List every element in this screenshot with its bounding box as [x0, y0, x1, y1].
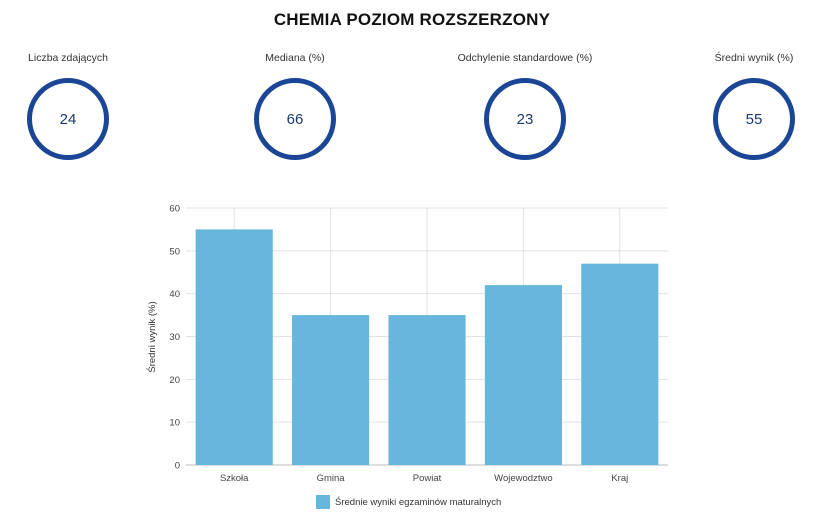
x-tick-label: Szkoła — [220, 473, 249, 484]
legend-swatch — [316, 495, 330, 509]
bar-powiat — [388, 315, 466, 465]
y-tick-label: 10 — [169, 418, 180, 429]
bar-kraj — [581, 263, 659, 465]
y-tick-label: 30 — [169, 332, 180, 343]
y-tick-label: 50 — [169, 246, 180, 257]
stat-median: Mediana (%) 66 — [215, 51, 375, 160]
stat-label: Mediana (%) — [265, 52, 325, 64]
x-tick-label: Wojewodztwo — [494, 473, 552, 484]
stat-value-ring: 24 — [27, 78, 109, 160]
chart-axes: 0 10 20 30 40 50 60 Szkoła Gmina Powiat Wojewodztw… — [169, 204, 628, 485]
stat-value-ring: 55 — [713, 78, 795, 160]
bar-gmina — [292, 315, 370, 465]
page-title: CHEMIA POZIOM ROZSZERZONY — [273, 10, 551, 29]
stat-value-ring: 66 — [254, 78, 336, 160]
stat-value-ring: 23 — [484, 78, 566, 160]
bar-wojewodztwo — [484, 285, 562, 465]
stat-std-deviation: Odchylenie standardowe (%) 23 — [445, 51, 605, 160]
y-axis-title: Średni wynik (%) — [146, 301, 158, 372]
x-tick-label: Kraj — [611, 473, 628, 484]
stat-student-count: Liczba zdających 24 — [0, 51, 148, 160]
chart-legend[interactable]: Średnie wyniki egzaminów maturalnych — [316, 495, 501, 509]
stat-label: Średni wynik (%) — [714, 52, 794, 64]
y-tick-label: 0 — [175, 461, 180, 472]
stat-label: Liczba zdających — [28, 52, 108, 64]
y-tick-label: 60 — [169, 204, 180, 215]
x-tick-label: Powiat — [413, 473, 442, 484]
legend-label: Średnie wyniki egzaminów maturalnych — [335, 496, 502, 508]
bar-szkoła — [195, 229, 273, 465]
y-tick-label: 40 — [169, 289, 180, 300]
chart-bars — [195, 229, 659, 465]
stat-label: Odchylenie standardowe (%) — [457, 52, 593, 64]
y-tick-label: 20 — [169, 375, 180, 386]
stat-average: Średni wynik (%) 55 — [674, 51, 824, 160]
x-tick-label: Gmina — [317, 473, 346, 484]
